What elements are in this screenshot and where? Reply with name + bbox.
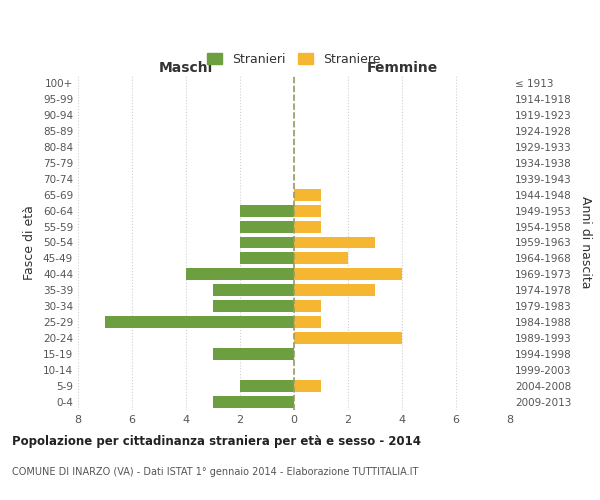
Bar (294, 380, 321, 392)
Bar (213, 396, 294, 408)
Bar (294, 252, 348, 264)
Text: Femmine: Femmine (367, 61, 437, 75)
Bar (213, 300, 294, 312)
Bar (240, 204, 294, 216)
Bar (294, 220, 321, 232)
Bar (294, 300, 321, 312)
Y-axis label: Anni di nascita: Anni di nascita (578, 196, 592, 289)
Bar (240, 236, 294, 248)
Text: COMUNE DI INARZO (VA) - Dati ISTAT 1° gennaio 2014 - Elaborazione TUTTITALIA.IT: COMUNE DI INARZO (VA) - Dati ISTAT 1° ge… (12, 467, 418, 477)
Bar (105, 316, 294, 328)
Legend: Stranieri, Straniere: Stranieri, Straniere (202, 48, 386, 70)
Bar (240, 380, 294, 392)
Bar (294, 284, 375, 296)
Bar (294, 236, 375, 248)
Bar (213, 284, 294, 296)
Bar (240, 252, 294, 264)
Bar (186, 268, 294, 280)
Text: Maschi: Maschi (159, 61, 213, 75)
Bar (294, 268, 402, 280)
Bar (294, 332, 402, 344)
Text: Popolazione per cittadinanza straniera per età e sesso - 2014: Popolazione per cittadinanza straniera p… (12, 435, 421, 448)
Bar (240, 220, 294, 232)
Bar (294, 204, 321, 216)
Y-axis label: Fasce di età: Fasce di età (23, 205, 36, 280)
Bar (294, 188, 321, 200)
Bar (294, 316, 321, 328)
Bar (213, 348, 294, 360)
